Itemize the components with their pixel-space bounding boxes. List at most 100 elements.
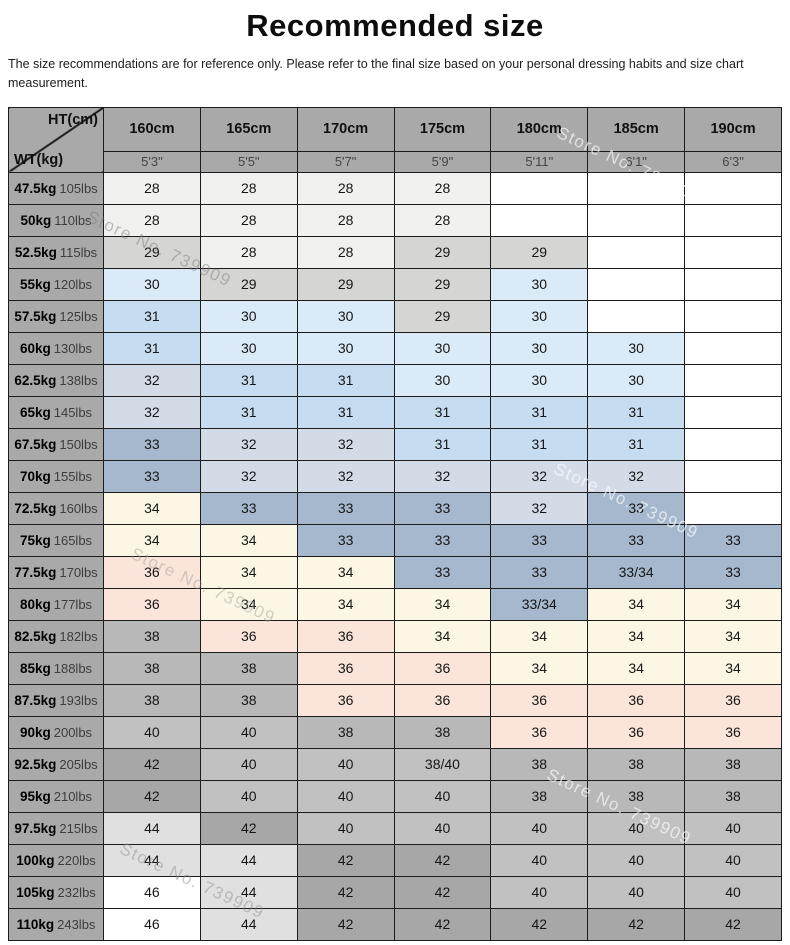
size-cell: 42 — [587, 907, 686, 941]
size-cell: 40 — [296, 811, 395, 845]
weight-kg-label: 82.5kg — [14, 628, 57, 644]
size-cell: 40 — [490, 811, 589, 845]
size-cell: 38 — [296, 715, 395, 749]
size-cell: 42 — [393, 875, 492, 909]
size-cell: 33 — [296, 491, 395, 525]
row-header: 75kg 165lbs — [8, 523, 104, 557]
size-cell — [587, 203, 686, 237]
weight-kg-label: 105kg — [16, 884, 55, 900]
corner-wt-label: WT(kg) — [14, 151, 64, 168]
weight-lbs-label: 145lbs — [53, 404, 93, 420]
table-row: 57.5kg 125lbs 31 30 30 29 30 — [8, 299, 782, 333]
weight-lbs-label: 188lbs — [53, 660, 93, 676]
weight-lbs-label: 130lbs — [53, 340, 93, 356]
size-cell — [490, 203, 589, 237]
height-col-ft: 5'5" — [199, 150, 298, 173]
size-cell: 33 — [103, 427, 201, 461]
weight-lbs-label: 120lbs — [53, 276, 93, 292]
corner-cell: HT(cm) WT(kg) — [8, 106, 104, 173]
size-cell: 33 — [490, 555, 589, 589]
weight-lbs-label: 150lbs — [59, 436, 98, 452]
weight-kg-label: 100kg — [16, 852, 55, 868]
size-cell: 36 — [684, 715, 782, 749]
table-row: 55kg 120lbs 30 29 29 29 30 — [8, 267, 782, 301]
size-table-head: HT(cm) WT(kg) 160cm 165cm 170cm 175cm 180cm 1… — [8, 106, 782, 173]
weight-lbs-label: 205lbs — [59, 756, 98, 772]
row-header: 90kg 200lbs — [8, 715, 104, 749]
size-cell: 46 — [103, 907, 201, 941]
page-title: Recommended size — [246, 8, 544, 43]
row-header: 82.5kg 182lbs — [8, 619, 104, 653]
size-cell — [684, 171, 782, 205]
table-row: 60kg 130lbs 31 30 30 30 30 30 — [8, 331, 782, 365]
height-col-ft: 6'1" — [587, 150, 686, 173]
row-header: 52.5kg 115lbs — [8, 235, 104, 269]
size-cell: 34 — [199, 555, 298, 589]
size-cell — [587, 235, 686, 269]
size-cell: 33 — [393, 491, 492, 525]
size-cell — [587, 267, 686, 301]
size-cell: 30 — [587, 363, 686, 397]
size-cell: 40 — [490, 843, 589, 877]
size-cell: 33 — [684, 523, 782, 557]
size-cell: 40 — [587, 843, 686, 877]
size-cell: 28 — [199, 203, 298, 237]
weight-kg-label: 87.5kg — [14, 692, 57, 708]
size-cell: 34 — [393, 619, 492, 653]
weight-kg-label: 92.5kg — [14, 756, 57, 772]
table-row: 70kg 155lbs 33 32 32 32 32 32 — [8, 459, 782, 493]
size-table: HT(cm) WT(kg) 160cm 165cm 170cm 175cm 180cm 1… — [8, 106, 782, 941]
size-cell: 29 — [490, 235, 589, 269]
weight-kg-label: 80kg — [19, 596, 51, 612]
size-cell: 31 — [199, 363, 298, 397]
size-cell: 36 — [490, 683, 589, 717]
size-cell: 34 — [296, 587, 395, 621]
size-cell: 36 — [199, 619, 298, 653]
weight-lbs-label: 232lbs — [57, 884, 96, 900]
size-cell: 31 — [296, 363, 395, 397]
size-cell: 33 — [587, 523, 686, 557]
size-cell — [684, 459, 782, 493]
size-cell: 36 — [393, 683, 492, 717]
size-cell: 31 — [199, 395, 298, 429]
row-header: 80kg 177lbs — [8, 587, 104, 621]
size-cell: 28 — [393, 203, 492, 237]
height-col-ft: 5'9" — [393, 150, 492, 173]
size-cell: 42 — [296, 875, 395, 909]
size-cell — [684, 363, 782, 397]
size-cell: 40 — [199, 747, 298, 781]
weight-kg-label: 50kg — [20, 212, 52, 228]
weight-lbs-label: 243lbs — [57, 916, 96, 932]
table-row: 80kg 177lbs 36 34 34 34 33/34 34 34 — [8, 587, 782, 621]
size-cell: 33 — [490, 523, 589, 557]
size-cell: 40 — [199, 715, 298, 749]
height-col-cm: 190cm — [684, 106, 782, 152]
size-cell — [684, 331, 782, 365]
size-cell: 42 — [296, 843, 395, 877]
size-cell: 44 — [103, 843, 201, 877]
size-cell: 31 — [587, 427, 686, 461]
row-header: 77.5kg 170lbs — [8, 555, 104, 589]
size-cell: 28 — [296, 203, 395, 237]
weight-lbs-label: 193lbs — [59, 692, 98, 708]
size-cell: 28 — [199, 235, 298, 269]
size-cell — [684, 427, 782, 461]
height-col-ft: 5'11" — [490, 150, 589, 173]
size-cell: 30 — [296, 331, 395, 365]
weight-kg-label: 67.5kg — [14, 436, 57, 452]
size-cell — [490, 171, 589, 205]
size-cell: 40 — [296, 747, 395, 781]
size-cell: 34 — [199, 523, 298, 557]
weight-lbs-label: 138lbs — [59, 372, 98, 388]
weight-kg-label: 75kg — [19, 532, 51, 548]
size-cell: 40 — [393, 811, 492, 845]
size-cell: 34 — [490, 619, 589, 653]
size-cell: 40 — [587, 811, 686, 845]
size-cell: 33 — [393, 555, 492, 589]
size-cell: 33 — [199, 491, 298, 525]
height-col-ft: 6'3" — [684, 150, 782, 173]
size-cell: 40 — [199, 779, 298, 813]
size-cell: 40 — [684, 843, 782, 877]
size-cell: 32 — [296, 459, 395, 493]
size-cell: 38 — [587, 779, 686, 813]
